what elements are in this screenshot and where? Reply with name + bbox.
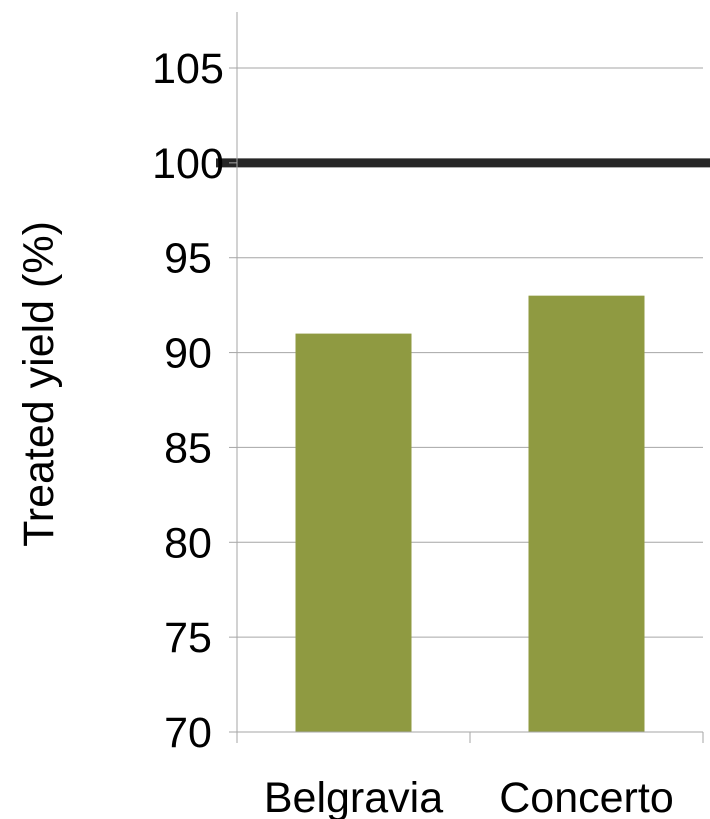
bars bbox=[295, 295, 645, 732]
y-tick-label-90: 90 bbox=[164, 330, 212, 378]
y-tick-label-70: 70 bbox=[164, 709, 212, 757]
x-tick-label-concerto: Concerto bbox=[499, 774, 673, 819]
y-tick-label-80: 80 bbox=[164, 519, 212, 567]
bar-concerto bbox=[528, 295, 645, 732]
x-category-labels: Belgravia Concerto bbox=[264, 774, 674, 819]
y-axis-title: Treated yield (%) bbox=[15, 221, 63, 547]
y-tick-label-105: 105 bbox=[152, 45, 224, 93]
y-tick-label-75: 75 bbox=[164, 614, 212, 662]
y-tick-label-100: 100 bbox=[152, 140, 224, 188]
y-tick-label-85: 85 bbox=[164, 424, 212, 472]
bar-belgravia bbox=[295, 333, 412, 732]
y-tick-label-95: 95 bbox=[164, 235, 212, 283]
x-tick-label-belgravia: Belgravia bbox=[264, 774, 443, 819]
y-tick-labels: 70 75 80 85 90 95 100 105 bbox=[152, 45, 224, 757]
axes bbox=[229, 12, 704, 743]
